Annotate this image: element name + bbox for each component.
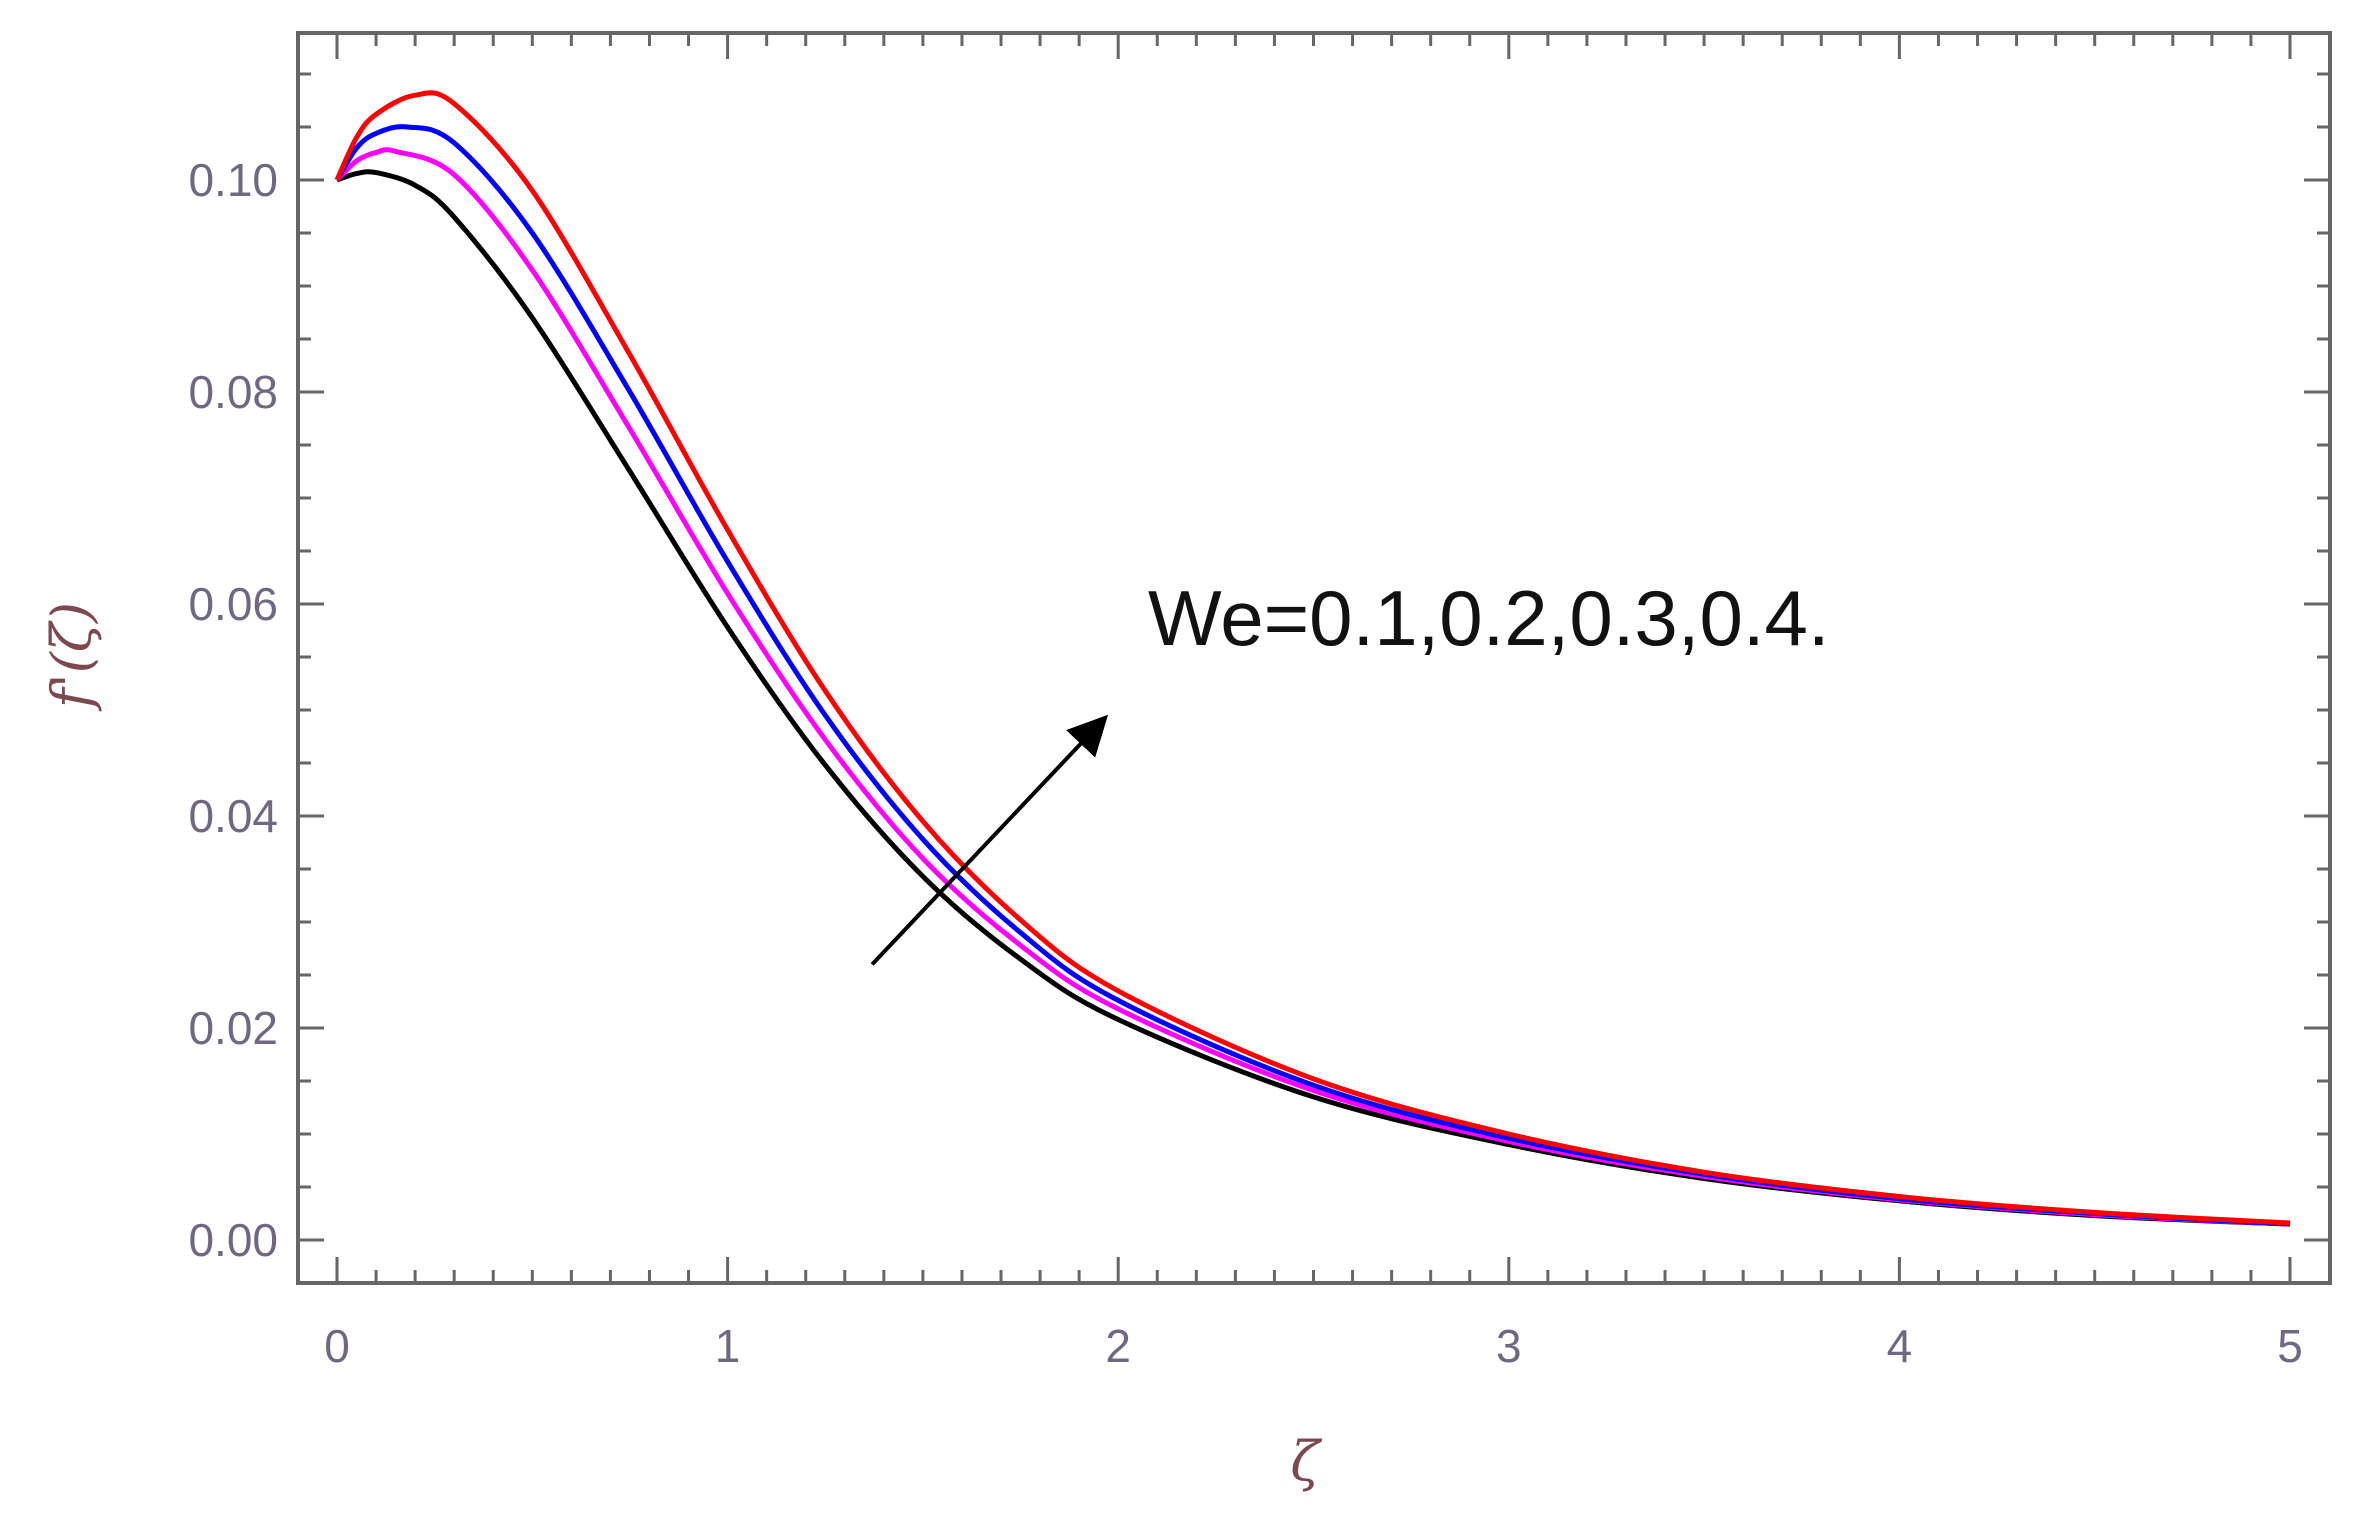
annotation-arrow (870, 714, 1109, 966)
annotation-text: We=0.1,0.2,0.3,0.4. (1148, 574, 1830, 662)
x-tick-label: 4 (1887, 1320, 1913, 1372)
y-tick-label: 0.02 (188, 1002, 278, 1054)
tick-marks (298, 33, 2330, 1283)
series-line-4 (334, 90, 2291, 1226)
y-tick-labels: 0.00 0.02 0.04 0.06 0.08 0.10 (188, 154, 278, 1266)
series-line-2 (335, 147, 2291, 1227)
y-tick-label: 0.06 (188, 578, 278, 630)
y-tick-label: 0.04 (188, 790, 278, 842)
y-tick-label: 0.00 (188, 1214, 278, 1266)
series-line-3 (334, 124, 2291, 1227)
series-lines (334, 90, 2291, 1227)
x-tick-label: 3 (1496, 1320, 1522, 1372)
y-tick-label: 0.08 (188, 366, 278, 418)
x-tick-label: 5 (2277, 1320, 2303, 1372)
y-tick-label: 0.10 (188, 154, 278, 206)
y-axis-label: f'(ζ) (40, 602, 103, 712)
x-tick-label: 2 (1105, 1320, 1131, 1372)
x-tick-labels: 0 1 2 3 4 5 (324, 1320, 2303, 1372)
x-axis-label: ζ (1290, 1430, 1322, 1493)
series-line-1 (336, 169, 2291, 1227)
x-tick-label: 0 (324, 1320, 350, 1372)
annotation-group: We=0.1,0.2,0.3,0.4. (870, 574, 1830, 966)
x-tick-label: 1 (715, 1320, 741, 1372)
